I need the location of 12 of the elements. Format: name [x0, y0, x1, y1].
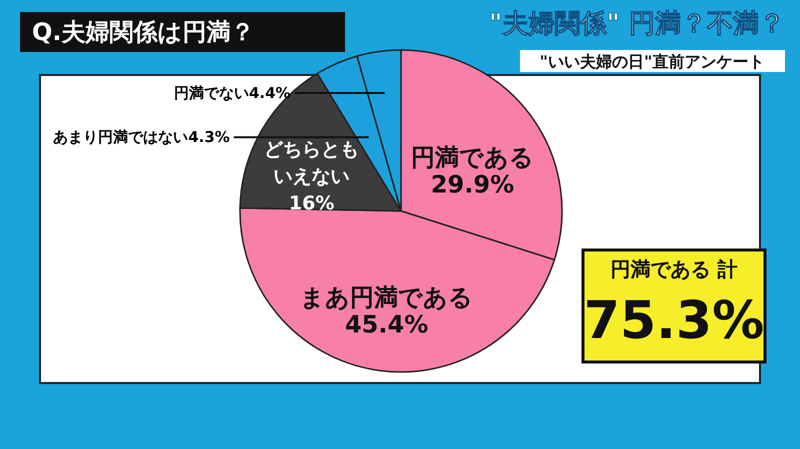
slice-label: どちらともいえない: [264, 138, 360, 188]
slice-label: まあ円満である: [300, 283, 474, 312]
text: "いい夫婦の日"直前アンケート: [540, 52, 764, 71]
data-label: 16%: [288, 192, 334, 215]
slice-label: あまり円満ではない4.3%: [53, 128, 230, 146]
slice-label: 円満でない4.4%: [174, 84, 291, 102]
text: 円満である 計 75.3%: [584, 257, 764, 351]
chart-title: Q.夫婦関係は円満？: [32, 18, 255, 46]
data-label: 29.9%: [430, 170, 514, 199]
text: "夫婦関係" 円満？不満？: [488, 9, 785, 39]
slice-label: 円満である: [410, 144, 534, 172]
data-label: 45.4%: [344, 310, 428, 338]
